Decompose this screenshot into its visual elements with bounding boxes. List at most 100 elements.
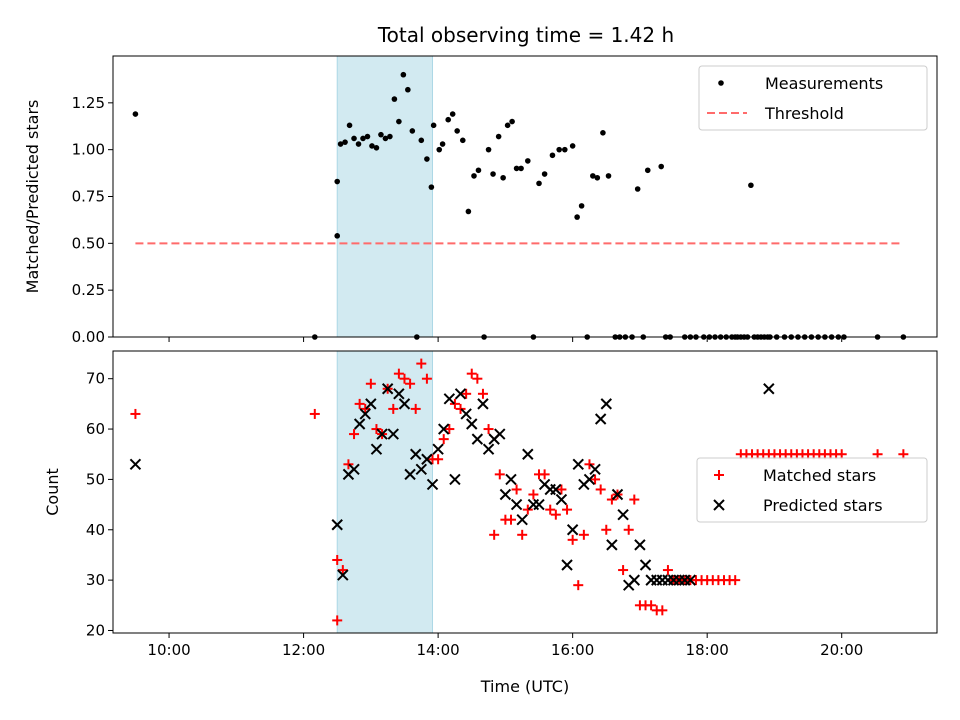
measurement-point [748,182,754,189]
predicted-star-marker [516,513,528,526]
matched-star-marker [567,534,578,545]
matched-star-marker [371,424,382,435]
measurement-point [504,122,511,129]
predicted-star-marker [583,473,596,486]
measurement-point [418,137,425,144]
bot-ytick-label: 60 [86,420,105,438]
matched-star-marker [421,373,432,384]
predicted-star-marker [763,383,775,395]
matched-star-marker [556,484,567,495]
predicted-star-marker [398,398,411,410]
matched-star-marker [562,504,573,515]
measurement-point [658,163,665,170]
measurement-point [500,174,506,181]
matched-star-marker [595,484,606,495]
matched-star-marker [130,408,141,419]
matched-star-marker [584,459,595,470]
predicted-star-marker [376,428,388,440]
bottom-legend: Matched stars Predicted stars [696,457,928,523]
predicted-star-marker [600,398,612,410]
bottom-y-axis-label: Count [43,468,62,516]
matched-star-marker [365,378,376,389]
measurement-point [439,141,446,147]
legend-matched-marker [714,470,724,480]
bot-ytick-label: 30 [86,571,105,589]
measurement-point [594,174,601,181]
measurement-point [590,173,596,179]
matched-star-marker [416,358,427,369]
predicted-star-marker [438,423,450,435]
measurement-point [475,167,482,174]
predicted-star-marker [510,498,523,511]
predicted-star-marker [617,508,629,521]
matched-star-marker [590,474,601,485]
xtick-label: 16:00 [551,641,594,659]
measurement-point [600,130,606,136]
predicted-star-marker [432,443,444,455]
measurement-point [351,135,357,142]
top-ytick-label: 0.50 [72,234,105,252]
matched-star-marker [601,524,612,535]
bottom-highlight-span [336,350,434,634]
measurement-point [449,111,456,117]
xtick-label: 10:00 [147,641,190,659]
predicted-star-marker [348,463,360,476]
predicted-star-marker [331,519,343,531]
matched-star-marker [517,529,528,540]
matched-star-marker [573,580,584,591]
top-ytick-label: 1.25 [72,94,105,112]
measurement-point [541,171,548,177]
top-ytick-label: 0.00 [72,328,105,346]
measurement-point [337,141,344,147]
measurement-point [396,118,402,125]
measurement-point [569,143,576,149]
measurement-point [400,71,407,78]
matched-star-marker [730,575,741,586]
matched-star-marker [511,484,522,495]
xtick-label: 20:00 [820,641,863,659]
predicted-star-marker [449,473,461,486]
predicted-star-marker [550,483,562,496]
measurement-point [549,152,556,159]
matched-star-marker [438,434,449,445]
xtick-label: 12:00 [282,641,325,659]
predicted-star-marker [337,569,349,581]
x-axis-label: Time (UTC) [480,677,569,696]
predicted-star-marker [129,458,142,471]
predicted-star-marker [684,574,697,586]
predicted-star-marker [606,539,618,551]
measurement-point [513,165,520,172]
predicted-star-marker [522,448,534,460]
legend-label: Predicted stars [763,496,883,515]
measurement-point [430,122,437,129]
matched-star-marker [349,429,360,440]
matched-star-marker [455,403,466,414]
predicted-star-marker [482,443,495,455]
matched-star-marker [360,403,371,414]
matched-star-marker [494,469,505,480]
bot-ytick-label: 70 [86,370,105,388]
matched-star-marker [606,494,617,505]
matched-star-marker [662,565,673,576]
measurement-point [556,146,562,153]
measurement-point [495,133,502,140]
measurement-point [509,118,515,125]
matched-star-marker [332,615,343,626]
top-panel: 0.00 0.25 0.50 0.75 1.00 1.25 Matched/Predict… [23,55,938,346]
measurement-point [459,137,466,144]
predicted-star-marker [505,473,517,486]
measurement-point [334,178,341,185]
measurement-point [490,171,496,177]
predicted-star-marker [555,493,568,506]
matched-star-marker [354,398,365,409]
matched-star-marker [332,554,343,565]
matched-star-marker [550,509,561,520]
bot-ytick-label: 20 [86,621,105,639]
matched-star-marker [449,398,460,409]
bot-ytick-label: 40 [86,521,105,539]
matched-star-marker [433,454,444,465]
top-ytick-label: 1.00 [72,141,105,159]
predicted-star-marker [589,463,601,476]
matched-star-marker [477,388,488,399]
